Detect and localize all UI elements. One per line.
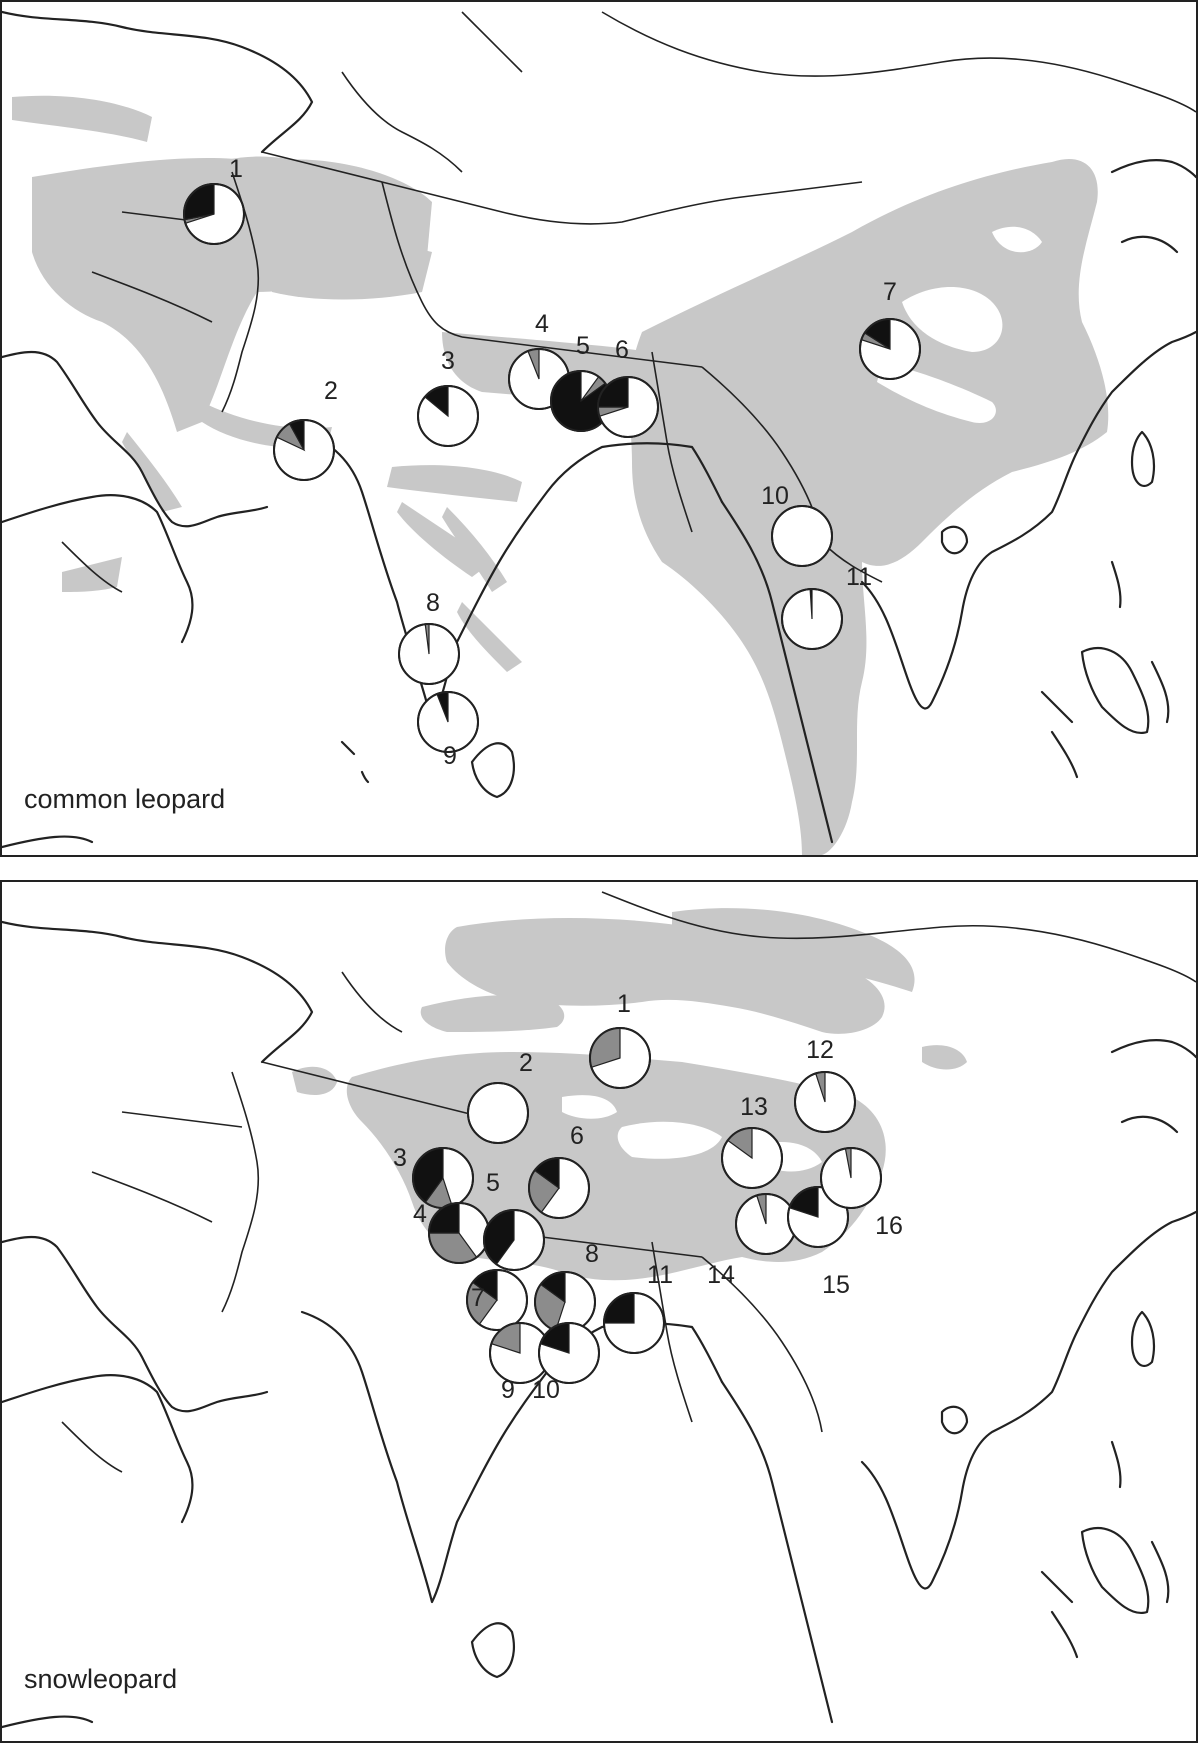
panel-label-snowleopard: snowleopard [24,1664,178,1694]
pie-label-4: 4 [413,1200,427,1228]
pie-population-8: 8 [398,589,460,685]
pie-population-5: 5 [550,332,612,432]
pie-label-9: 9 [443,742,457,770]
pie-population-14: 14 [707,1193,797,1289]
panel-label-common-leopard: common leopard [24,784,226,814]
pie-label-8: 8 [585,1240,599,1268]
pie-label-10: 10 [532,1376,560,1404]
pie-label-2: 2 [519,1049,533,1077]
pie-label-16: 16 [875,1212,903,1240]
pie-ring [467,1082,529,1144]
pie-label-3: 3 [441,347,455,375]
pie-label-7: 7 [883,278,897,306]
common-leopard-map-panel: 1 2 3 4 5 6 7 8 9 10 11 common leopard [0,0,1198,857]
common-leopard-coastlines [2,10,1196,849]
pie-population-11: 11 [603,1261,673,1354]
pie-label-3: 3 [393,1144,407,1172]
pie-ring [589,1027,651,1089]
pie-label-1: 1 [229,155,243,183]
pie-label-10: 10 [761,482,789,510]
pie-label-2: 2 [324,377,338,405]
pie-ring [466,1269,528,1331]
pie-population-7: 7 [466,1269,528,1331]
pie-label-5: 5 [486,1169,500,1197]
pie-label-14: 14 [707,1261,735,1289]
pie-ring [771,505,833,567]
pie-label-12: 12 [806,1036,834,1064]
pie-population-15: 15 [787,1186,850,1299]
pie-label-8: 8 [426,589,440,617]
pie-ring [183,183,245,245]
pie-ring [398,623,460,685]
pie-population-10: 10 [532,1322,600,1404]
pie-population-4: 4 [413,1200,490,1264]
pie-population-16: 16 [820,1147,903,1240]
common-leopard-range-gaps [877,226,1042,423]
pie-population-8: 8 [534,1240,599,1333]
pie-label-7: 7 [471,1284,485,1312]
pie-population-11: 11 [781,563,872,650]
pie-ring [794,1071,856,1133]
common-leopard-pie-charts: 1 2 3 45 6 7 8 9 10 11 [183,155,921,770]
pie-ring [417,691,479,753]
pie-label-4: 4 [535,310,549,338]
pie-population-3: 3 [417,347,479,447]
pie-population-13: 13 [721,1093,783,1189]
pie-label-15: 15 [822,1271,850,1299]
pie-population-6: 6 [528,1122,590,1219]
pie-ring [859,318,921,380]
pie-ring [597,376,659,438]
pie-population-2: 2 [273,377,338,481]
pie-population-9: 9 [417,691,479,770]
pie-label-13: 13 [740,1093,768,1121]
pie-population-5: 5 [483,1169,545,1271]
pie-population-1: 1 [183,155,245,245]
pie-ring [787,1186,849,1248]
pie-label-11: 11 [647,1261,673,1289]
pie-label-6: 6 [570,1122,584,1150]
pie-population-7: 7 [859,278,921,380]
common-leopard-map: 1 2 3 45 6 7 8 9 10 11 [2,10,1196,855]
pie-ring [528,1157,590,1219]
pie-population-10: 10 [761,482,833,567]
pie-ring [417,385,479,447]
snow-leopard-map-panel: 1 2 3 4 5 6 7 8 9 10 11 12 13 14 15 16 snowleopard [0,880,1198,1743]
pie-population-12: 12 [794,1036,856,1133]
pie-label-11: 11 [846,563,872,591]
pie-label-1: 1 [617,990,631,1018]
pie-population-6: 6 [597,336,659,438]
pie-ring [820,1147,882,1209]
pie-ring [483,1209,545,1271]
pie-population-1: 1 [589,990,651,1089]
pie-ring [721,1127,783,1189]
pie-label-5: 5 [576,332,590,360]
pie-label-6: 6 [615,336,629,364]
pie-population-3: 3 [393,1144,474,1209]
pie-ring [603,1292,665,1354]
pie-population-2: 2 [467,1049,533,1144]
pie-label-9: 9 [501,1376,515,1404]
pie-ring [781,588,843,650]
pie-ring [538,1322,600,1384]
pie-ring [273,419,335,481]
